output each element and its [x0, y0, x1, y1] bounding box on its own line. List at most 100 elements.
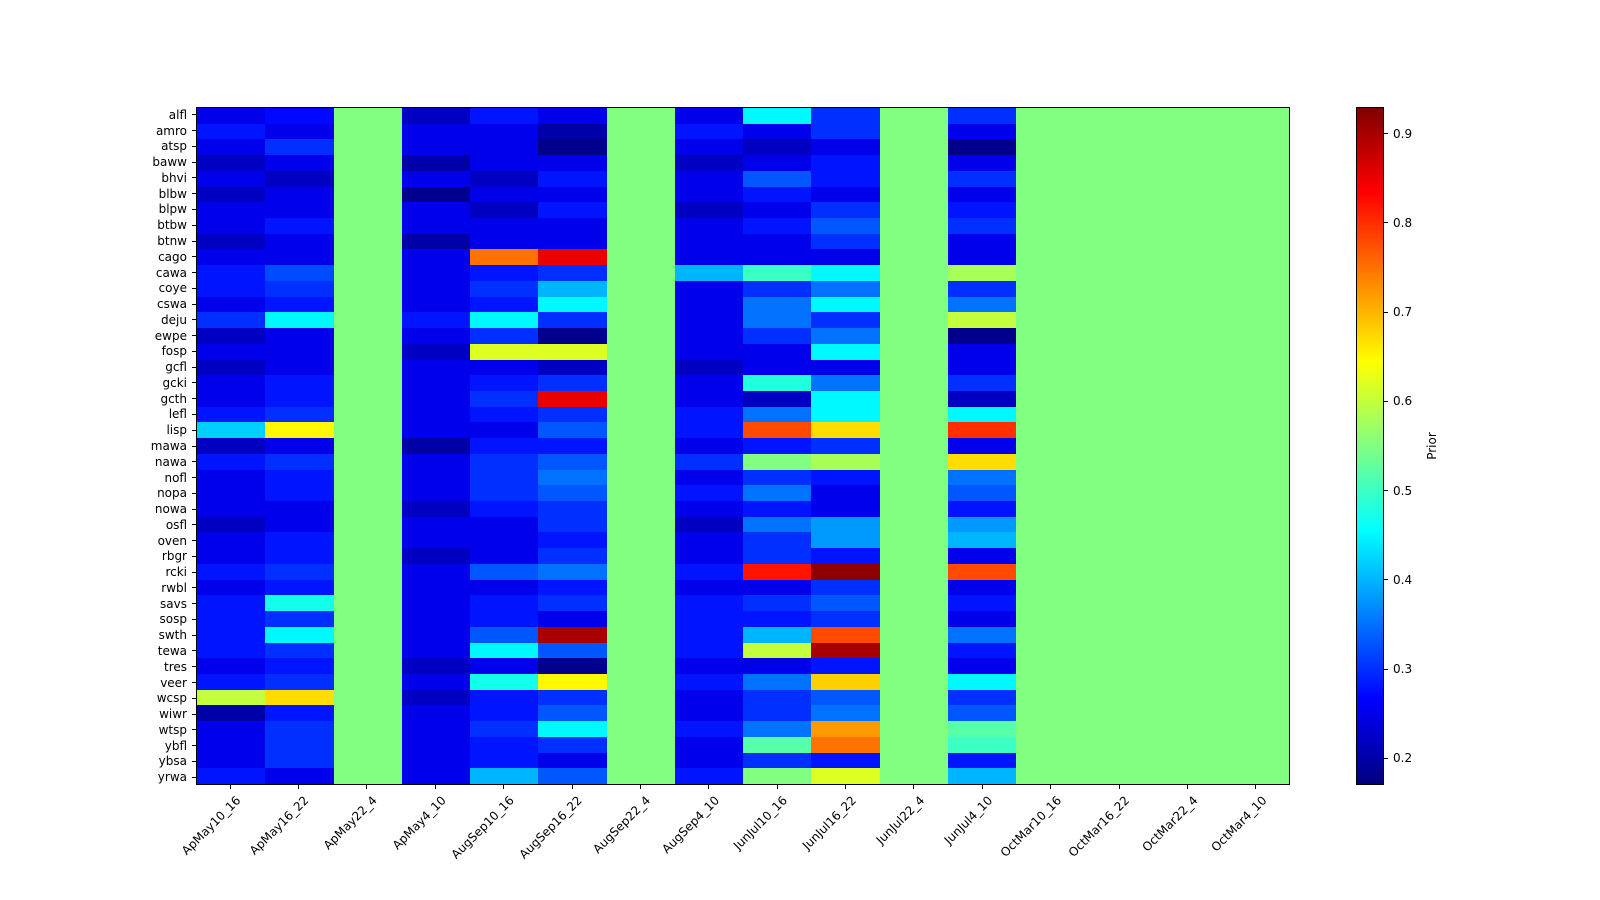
- heatmap-cell-nawa-AugSep16_22: [538, 453, 607, 470]
- x-tick-label-OctMar4_10: OctMar4_10: [1207, 793, 1270, 855]
- heatmap-cell-rbgr-OctMar22_4: [1152, 548, 1221, 564]
- y-tick-label-wtsp: wtsp: [158, 722, 187, 737]
- heatmap-cell-mawa-AugSep22_4: [606, 438, 675, 454]
- heatmap-cell-yrwa-AugSep22_4: [606, 768, 675, 784]
- y-tick-label-alfl: alfl: [168, 107, 187, 122]
- heatmap-cell-mawa-AugSep4_10: [674, 438, 743, 454]
- y-tick-mark: [192, 697, 196, 699]
- heatmap-cell-ewpe-JunJul10_16: [743, 328, 812, 344]
- x-tick-mark: [776, 785, 778, 789]
- heatmap-cell-atsp-JunJul16_22: [811, 139, 880, 156]
- heatmap-cell-wtsp-OctMar16_22: [1084, 721, 1153, 737]
- heatmap-cell-nofl-AugSep22_4: [606, 469, 675, 486]
- heatmap-cell-mawa-JunJul10_16: [743, 438, 812, 454]
- y-tick-mark: [192, 666, 196, 668]
- x-tick-mark: [503, 785, 505, 789]
- heatmap-cell-ybsa-JunJul10_16: [743, 752, 812, 769]
- heatmap-cell-nofl-AugSep16_22: [538, 469, 607, 486]
- heatmap-cell-blbw-AugSep16_22: [538, 186, 607, 203]
- heatmap-cell-gcth-JunJul4_10: [947, 390, 1016, 407]
- heatmap-cell-gcth-ApMay4_10: [401, 390, 470, 407]
- y-tick-mark: [192, 713, 196, 715]
- heatmap-cell-yrwa-AugSep4_10: [674, 768, 743, 784]
- heatmap-cell-swth-OctMar22_4: [1152, 626, 1221, 643]
- y-tick-label-yrwa: yrwa: [157, 770, 187, 785]
- heatmap-cell-rbgr-OctMar10_16: [1016, 548, 1085, 564]
- heatmap-cell-tewa-ApMay16_22: [265, 642, 334, 659]
- heatmap-cell-rbgr-ApMay4_10: [401, 548, 470, 564]
- heatmap-cell-nopa-OctMar4_10: [1220, 485, 1289, 502]
- heatmap-cell-lisp-AugSep16_22: [538, 422, 607, 439]
- heatmap-cell-nowa-JunJul16_22: [811, 501, 880, 517]
- heatmap-cell-swth-AugSep10_16: [470, 626, 539, 643]
- heatmap-cell-ewpe-OctMar10_16: [1016, 328, 1085, 344]
- heatmap-cell-lisp-ApMay22_4: [333, 422, 402, 439]
- heatmap-cell-nawa-ApMay16_22: [265, 453, 334, 470]
- heatmap-cell-lefl-AugSep10_16: [470, 406, 539, 423]
- colorbar-tick-label-0.9: 0.9: [1393, 126, 1413, 141]
- heatmap-cell-ewpe-OctMar16_22: [1084, 328, 1153, 344]
- heatmap-cell-rcki-AugSep4_10: [674, 563, 743, 580]
- heatmap-cell-cswa-JunJul10_16: [743, 296, 812, 313]
- heatmap-cell-ybfl-AugSep16_22: [538, 736, 607, 753]
- heatmap-cell-gcki-JunJul4_10: [947, 375, 1016, 391]
- heatmap-cell-rwbl-JunJul22_4: [879, 579, 948, 596]
- heatmap-cell-rbgr-OctMar4_10: [1220, 548, 1289, 564]
- heatmap-cell-mawa-ApMay16_22: [265, 438, 334, 454]
- heatmap-cell-lefl-ApMay4_10: [401, 406, 470, 423]
- heatmap-cell-osfl-JunJul16_22: [811, 516, 880, 533]
- heatmap-cell-swth-JunJul10_16: [743, 626, 812, 643]
- y-tick-label-cswa: cswa: [156, 297, 187, 312]
- heatmap-cell-rwbl-AugSep16_22: [538, 579, 607, 596]
- heatmap-cell-savs-JunJul10_16: [743, 595, 812, 612]
- y-tick-label-mawa: mawa: [150, 439, 187, 453]
- heatmap-cell-rwbl-OctMar10_16: [1016, 579, 1085, 596]
- heatmap-cell-ybfl-AugSep10_16: [470, 736, 539, 753]
- colorbar-label: Prior: [1425, 432, 1439, 460]
- heatmap-cell-rbgr-ApMay22_4: [333, 548, 402, 564]
- heatmap-cell-gcth-ApMay16_22: [265, 390, 334, 407]
- heatmap-cell-coye-JunJul22_4: [879, 280, 948, 297]
- heatmap-cell-osfl-JunJul4_10: [947, 516, 1016, 533]
- heatmap-cell-nawa-OctMar10_16: [1016, 453, 1085, 470]
- heatmap-cell-cawa-ApMay4_10: [401, 265, 470, 281]
- heatmap-cell-deju-ApMay4_10: [401, 312, 470, 329]
- heatmap-cell-baww-AugSep10_16: [470, 155, 539, 171]
- heatmap-cell-bhvi-OctMar4_10: [1220, 170, 1289, 187]
- heatmap-cell-blbw-AugSep10_16: [470, 186, 539, 203]
- heatmap-cell-tres-AugSep10_16: [470, 658, 539, 674]
- heatmap-cell-nofl-JunJul10_16: [743, 469, 812, 486]
- heatmap-cell-amro-JunJul16_22: [811, 123, 880, 140]
- heatmap-cell-osfl-JunJul22_4: [879, 516, 948, 533]
- heatmap-cell-baww-OctMar16_22: [1084, 155, 1153, 171]
- heatmap-cell-btbw-OctMar22_4: [1152, 218, 1221, 234]
- heatmap-cell-gcki-OctMar10_16: [1016, 375, 1085, 391]
- heatmap-cell-sosp-AugSep10_16: [470, 611, 539, 627]
- heatmap-cell-alfl-ApMay16_22: [265, 108, 334, 124]
- heatmap-cell-deju-AugSep16_22: [538, 312, 607, 329]
- heatmap-cell-lefl-JunJul16_22: [811, 406, 880, 423]
- heatmap-cell-rbgr-AugSep10_16: [470, 548, 539, 564]
- heatmap-cell-lefl-OctMar10_16: [1016, 406, 1085, 423]
- heatmap-cell-swth-ApMay4_10: [401, 626, 470, 643]
- heatmap-cell-lefl-OctMar16_22: [1084, 406, 1153, 423]
- heatmap-cell-blpw-AugSep16_22: [538, 202, 607, 219]
- heatmap-cell-osfl-OctMar22_4: [1152, 516, 1221, 533]
- y-tick-mark: [192, 398, 196, 400]
- heatmap-cell-tres-JunJul22_4: [879, 658, 948, 674]
- heatmap-cell-nofl-OctMar10_16: [1016, 469, 1085, 486]
- heatmap-cell-yrwa-ApMay22_4: [333, 768, 402, 784]
- heatmap-cell-ybfl-JunJul16_22: [811, 736, 880, 753]
- colorbar-tick-mark: [1384, 668, 1388, 670]
- heatmap-cell-blpw-JunJul22_4: [879, 202, 948, 219]
- heatmap-cell-ybsa-OctMar22_4: [1152, 752, 1221, 769]
- heatmap-cell-baww-ApMay22_4: [333, 155, 402, 171]
- heatmap-cell-gcfl-ApMay4_10: [401, 359, 470, 376]
- y-tick-mark: [192, 445, 196, 447]
- heatmap-cell-ybfl-OctMar16_22: [1084, 736, 1153, 753]
- heatmap-cell-oven-ApMay16_22: [265, 532, 334, 549]
- heatmap-cell-nofl-AugSep4_10: [674, 469, 743, 486]
- heatmap-cell-alfl-OctMar10_16: [1016, 108, 1085, 124]
- heatmap-cell-wiwr-JunJul10_16: [743, 705, 812, 722]
- heatmap-cell-nawa-ApMay22_4: [333, 453, 402, 470]
